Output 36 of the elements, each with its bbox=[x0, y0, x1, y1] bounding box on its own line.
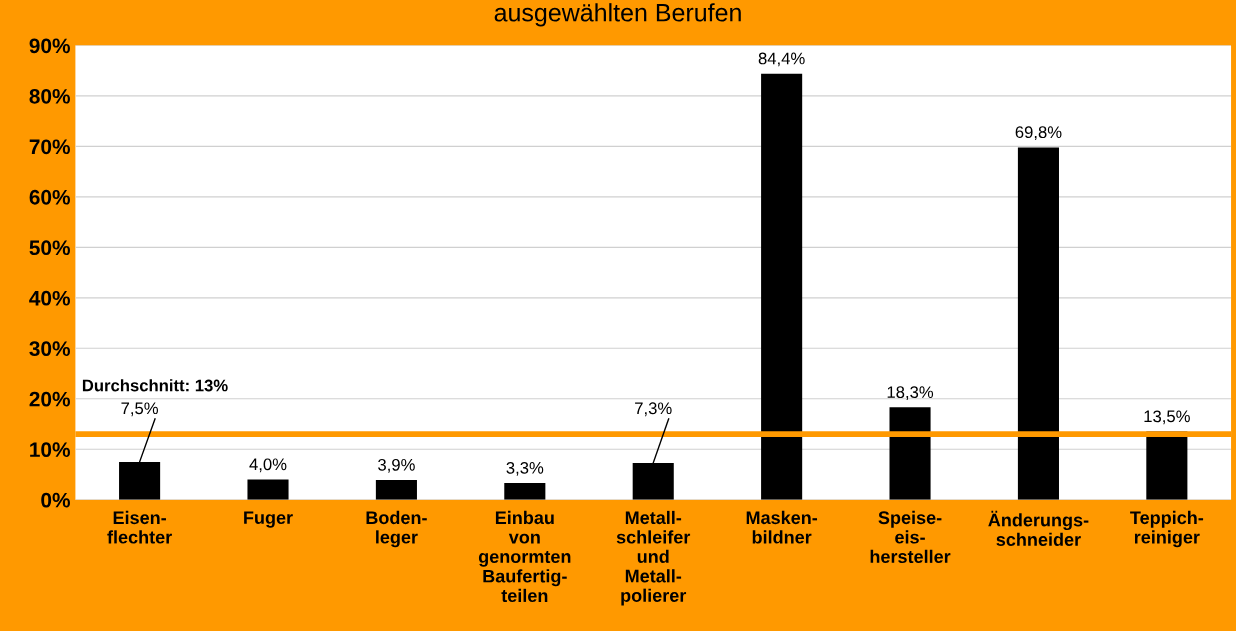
bar bbox=[504, 483, 546, 500]
data-label: 18,3% bbox=[887, 386, 934, 400]
data-label: 69,8% bbox=[1015, 126, 1062, 141]
bar bbox=[247, 479, 289, 500]
data-label: 3,3% bbox=[506, 461, 544, 476]
y-tick-label: 80% bbox=[29, 88, 70, 104]
data-label: 3,9% bbox=[378, 458, 415, 473]
y-tick-label: 60% bbox=[29, 189, 70, 205]
data-label: 7,5% bbox=[121, 402, 158, 417]
bar bbox=[375, 480, 417, 500]
x-tick-label: Metall- schleifer und Metall- polierer bbox=[616, 510, 691, 606]
x-tick-label: Eisen- flechter bbox=[107, 510, 172, 544]
x-tick-label: Speise- eis- hersteller bbox=[870, 510, 951, 564]
x-tick-label: Einbau von genormten Baufertig- teilen bbox=[478, 510, 571, 603]
y-tick-label: 40% bbox=[29, 290, 70, 306]
x-tick-label: Masken- bildner bbox=[746, 510, 818, 544]
data-label: 84,4% bbox=[758, 52, 805, 67]
data-label: 4,0% bbox=[249, 458, 287, 473]
y-tick-label: 90% bbox=[29, 38, 70, 54]
y-tick-label: 30% bbox=[29, 341, 70, 357]
y-tick-label: 50% bbox=[29, 240, 70, 256]
x-tick-label: Fuger bbox=[244, 511, 293, 528]
bar bbox=[761, 73, 803, 500]
data-label: 7,3% bbox=[635, 402, 672, 417]
x-tick-label: Teppich- reiniger bbox=[1130, 510, 1204, 548]
x-tick-label: Änderungs- schneider bbox=[988, 510, 1089, 546]
y-tick-label: 0% bbox=[41, 492, 70, 508]
x-tick-label: Boden- leger bbox=[366, 510, 427, 548]
bar bbox=[889, 407, 931, 500]
ref-line-label: Durchschnitt: 13% bbox=[82, 379, 228, 392]
chart-title: ausgewählten Berufen bbox=[494, 3, 741, 27]
y-tick-label: 70% bbox=[29, 139, 70, 155]
data-label: 13,5% bbox=[1144, 410, 1190, 425]
bar bbox=[1017, 147, 1059, 500]
y-tick-label: 20% bbox=[29, 391, 70, 407]
y-tick-label: 10% bbox=[30, 442, 70, 458]
